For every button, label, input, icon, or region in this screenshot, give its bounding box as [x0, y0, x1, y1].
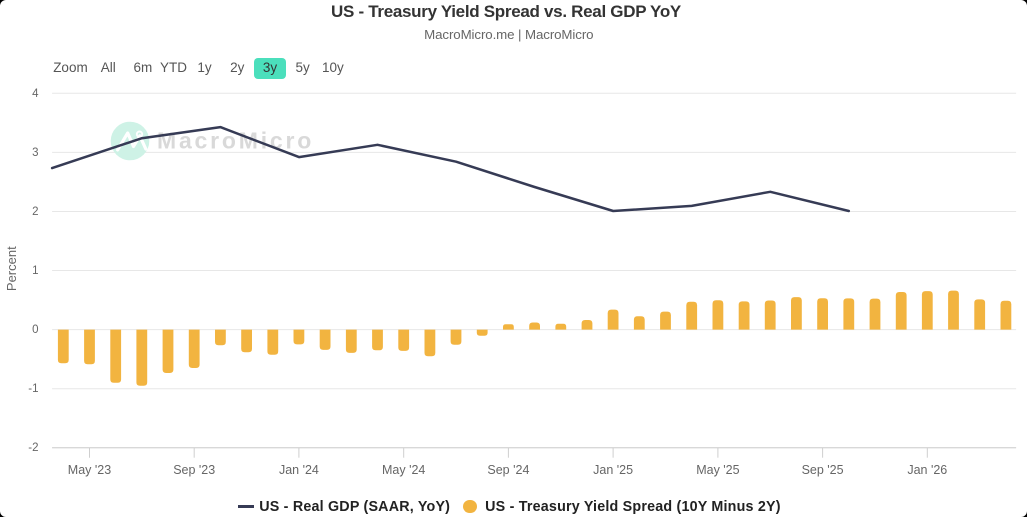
svg-text:Percent: Percent [4, 246, 19, 291]
svg-text:Jan '24: Jan '24 [279, 463, 319, 477]
svg-text:Sep '25: Sep '25 [802, 463, 844, 477]
svg-text:0: 0 [32, 324, 38, 336]
svg-text:Jan '25: Jan '25 [593, 463, 633, 477]
svg-text:2: 2 [32, 206, 38, 218]
svg-text:4: 4 [32, 88, 39, 100]
svg-text:-2: -2 [28, 442, 38, 454]
svg-text:3: 3 [32, 147, 38, 159]
svg-text:Jan '26: Jan '26 [907, 463, 947, 477]
svg-text:May '25: May '25 [696, 463, 739, 477]
svg-text:Sep '23: Sep '23 [173, 463, 215, 477]
svg-text:May '23: May '23 [68, 463, 111, 477]
svg-text:May '24: May '24 [382, 463, 425, 477]
svg-text:-1: -1 [28, 383, 38, 395]
svg-text:1: 1 [32, 265, 38, 277]
svg-text:Sep '24: Sep '24 [487, 463, 529, 477]
